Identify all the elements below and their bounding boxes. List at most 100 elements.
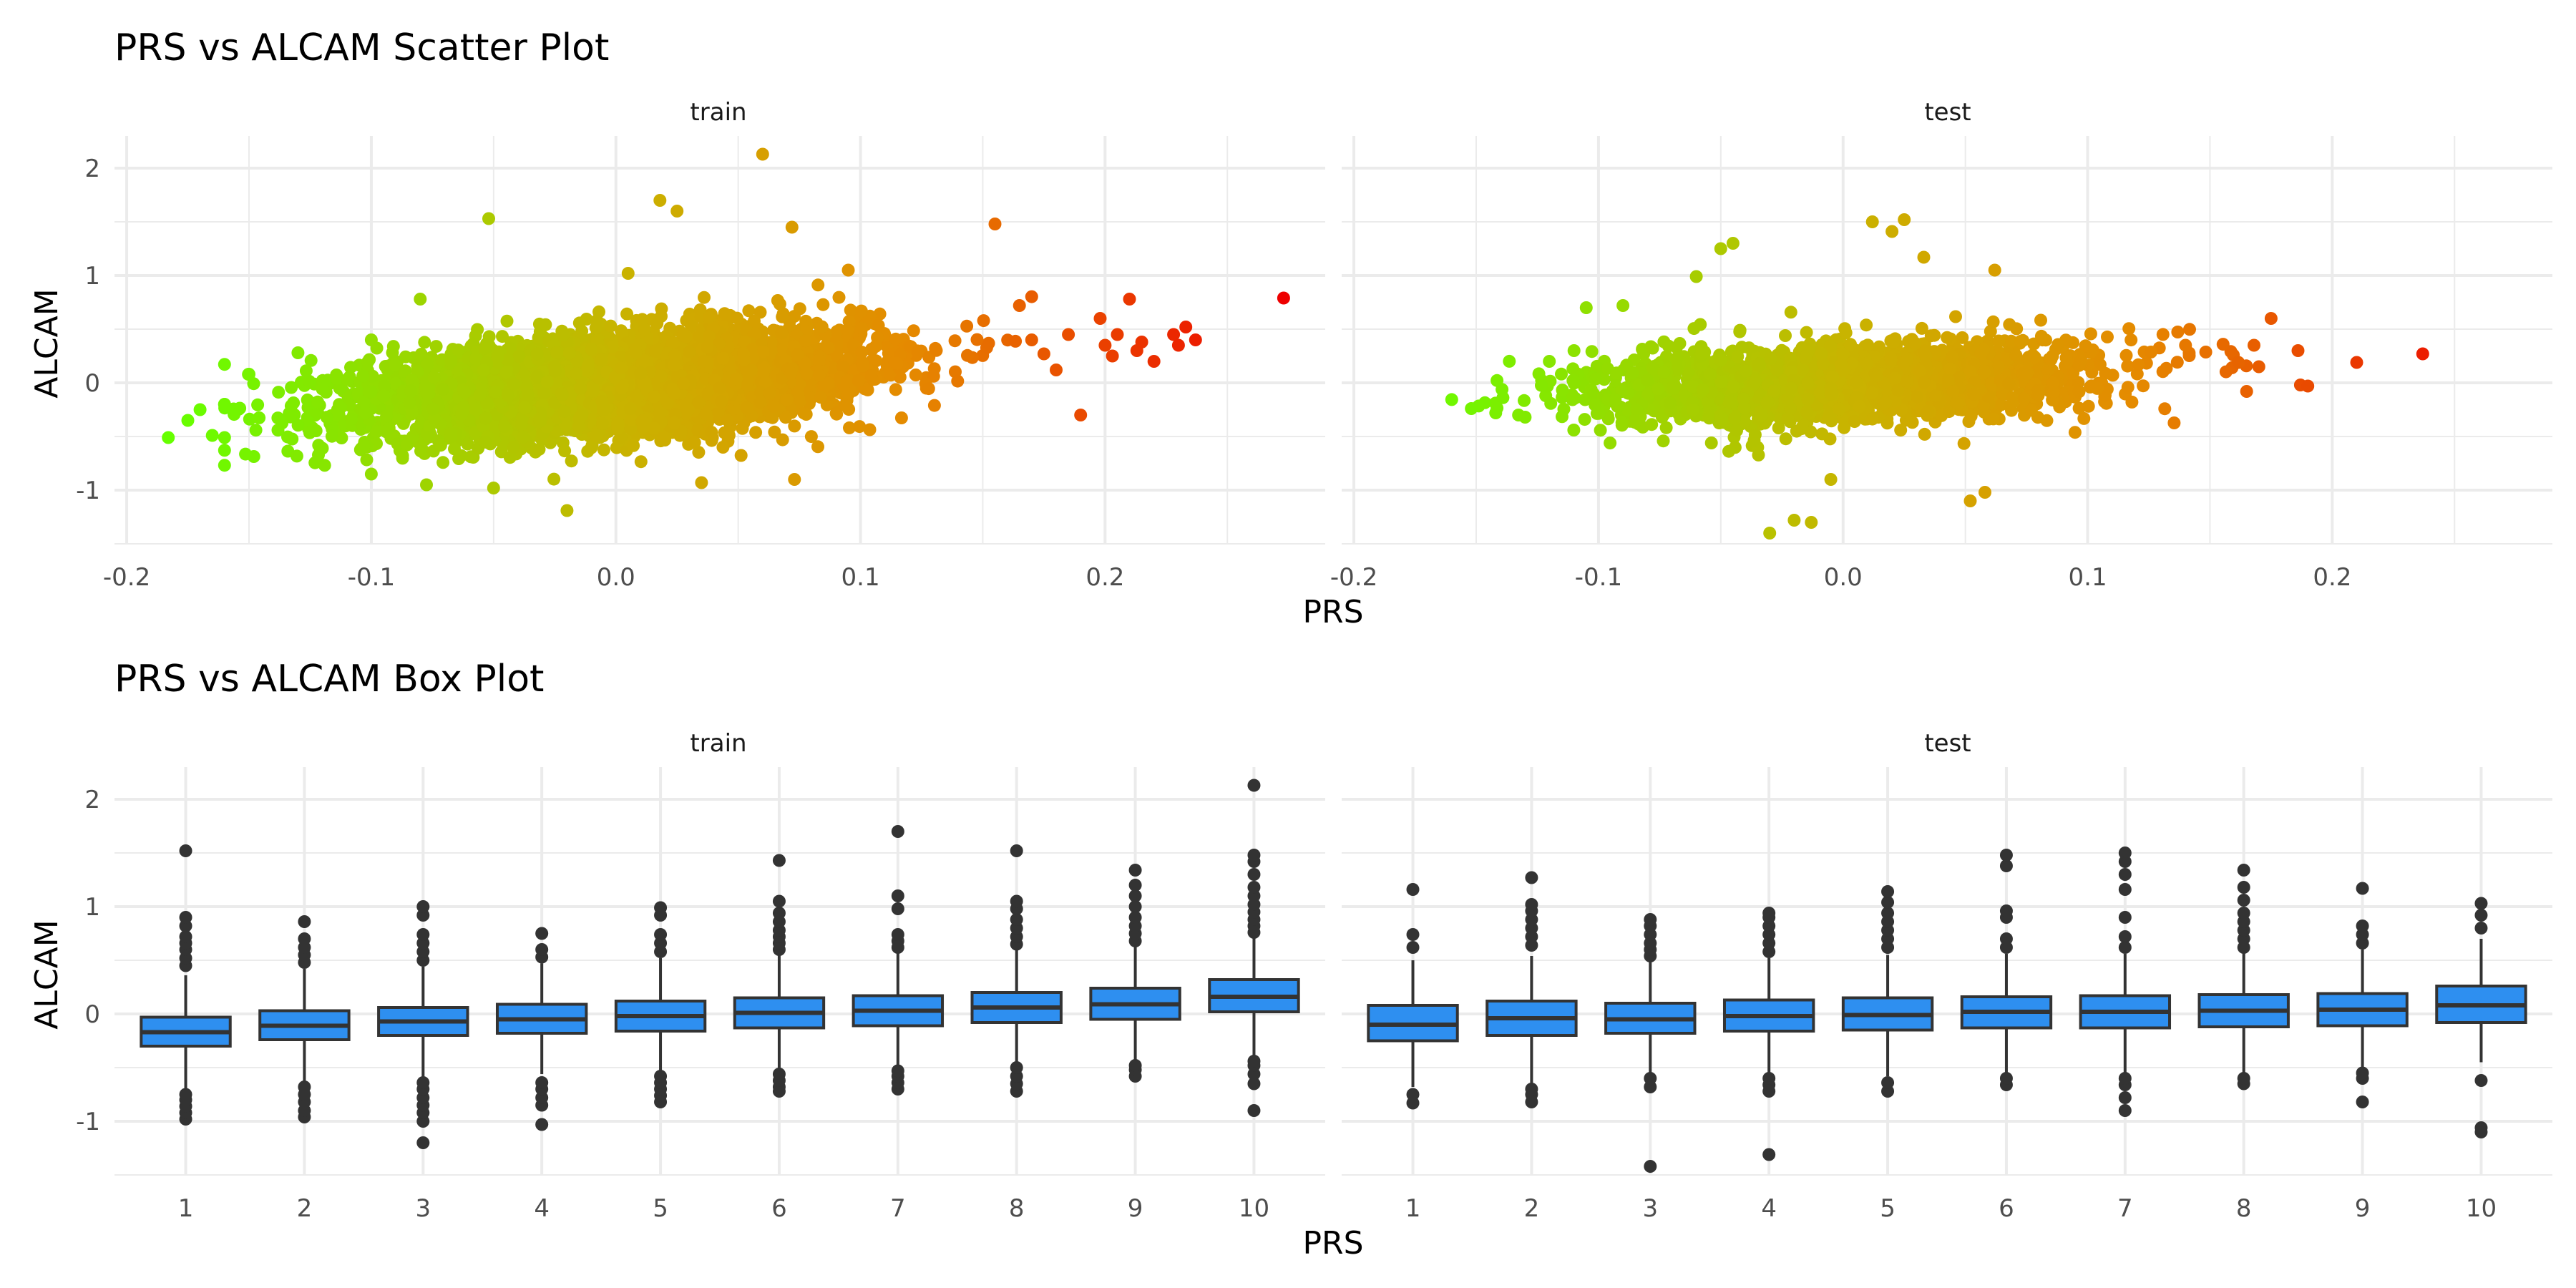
scatter-point xyxy=(907,324,920,338)
scatter-point xyxy=(883,366,897,380)
scatter-point xyxy=(595,353,608,366)
scatter-point xyxy=(731,311,743,325)
scatter-point xyxy=(821,341,835,355)
scatter-point xyxy=(627,439,640,452)
scatter-point xyxy=(890,356,904,370)
scatter-point xyxy=(655,302,668,316)
scatter-point xyxy=(464,450,477,464)
scatter-point xyxy=(742,304,756,318)
scatter-point xyxy=(951,374,965,388)
scatter-point xyxy=(889,383,902,396)
scatter-point xyxy=(575,407,589,421)
scatter-point xyxy=(611,417,625,431)
scatter-points xyxy=(162,147,1290,517)
scatter-point xyxy=(218,431,231,444)
scatter-point xyxy=(756,345,770,358)
scatter-point xyxy=(380,409,394,423)
scatter-point xyxy=(718,426,731,439)
scatter-point xyxy=(539,318,552,331)
scatter-point xyxy=(287,396,301,409)
scatter-point xyxy=(436,383,449,396)
scatter-point xyxy=(1025,290,1038,303)
scatter-point xyxy=(514,417,528,431)
scatter-point xyxy=(243,412,256,426)
scatter-point xyxy=(414,444,427,458)
scatter-point xyxy=(635,414,649,428)
scatter-point xyxy=(714,395,728,409)
scatter-point xyxy=(491,351,504,364)
scatter-point xyxy=(341,373,354,386)
scatter-point xyxy=(800,367,814,381)
scatter-point xyxy=(537,386,551,399)
scatter-point xyxy=(702,311,716,324)
scatter-point xyxy=(776,433,789,447)
scatter-point xyxy=(530,347,544,361)
scatter-point xyxy=(814,391,828,404)
scatter-point xyxy=(768,425,781,439)
scatter-point xyxy=(448,442,461,456)
scatter-point xyxy=(677,328,691,341)
scatter-point xyxy=(290,449,303,463)
scatter-point xyxy=(799,408,813,421)
scatter-point xyxy=(360,453,374,467)
scatter-point xyxy=(477,364,490,377)
scatter-point xyxy=(418,336,431,349)
scatter-point xyxy=(776,310,789,323)
scatter-point xyxy=(838,399,852,412)
scatter-point xyxy=(517,430,530,444)
scatter-point xyxy=(629,346,643,360)
scatter-point xyxy=(218,459,231,472)
scatter-point xyxy=(325,429,338,443)
scatter-point xyxy=(788,419,801,433)
scatter-point xyxy=(286,432,299,446)
scatter-point xyxy=(749,426,763,439)
scatter-point xyxy=(634,366,648,380)
scatter-point xyxy=(854,304,868,318)
scatter-point xyxy=(623,402,637,416)
scatter-point xyxy=(780,393,794,406)
scatter-point xyxy=(285,381,298,394)
scatter-point xyxy=(855,321,869,335)
scatter-point xyxy=(960,319,974,333)
scatter-point xyxy=(489,385,502,399)
scatter-point xyxy=(705,426,718,439)
scatter-point xyxy=(497,420,511,433)
scatter-point xyxy=(700,407,713,421)
scatter-strip-test: test xyxy=(1924,98,1971,127)
scatter-point xyxy=(889,332,902,346)
scatter-point xyxy=(251,398,265,411)
scatter-point xyxy=(218,358,231,371)
scatter-point xyxy=(615,381,628,395)
scatter-point xyxy=(507,441,520,454)
scatter-point xyxy=(429,340,443,353)
scatter-point xyxy=(775,326,789,340)
scatter-point xyxy=(570,366,583,380)
scatter-point xyxy=(730,372,743,386)
scatter-point xyxy=(625,413,638,426)
scatter-point xyxy=(773,297,786,311)
scatter-point xyxy=(656,431,670,445)
scatter-point xyxy=(840,374,854,388)
scatter-point xyxy=(330,371,343,385)
scatter-point xyxy=(550,346,564,359)
scatter-point xyxy=(427,371,441,384)
scatter-point xyxy=(444,431,457,444)
scatter-point xyxy=(396,449,409,462)
scatter-point xyxy=(811,278,825,292)
scatter-point xyxy=(688,436,701,449)
scatter-point xyxy=(380,424,394,437)
scatter-point xyxy=(635,313,649,326)
scatter-point xyxy=(253,411,266,424)
scatter-point xyxy=(502,389,515,402)
scatter-title: PRS vs ALCAM Scatter Plot xyxy=(114,26,609,69)
scatter-point xyxy=(548,364,562,378)
scatter-point xyxy=(721,414,734,427)
scatter-point xyxy=(555,388,569,401)
scatter-point xyxy=(894,411,908,424)
scatter-point xyxy=(767,400,781,414)
scatter-point xyxy=(532,442,546,456)
scatter-point xyxy=(863,423,877,436)
scatter-point xyxy=(592,305,605,318)
scatter-point xyxy=(648,344,662,358)
scatter-point xyxy=(855,346,869,359)
